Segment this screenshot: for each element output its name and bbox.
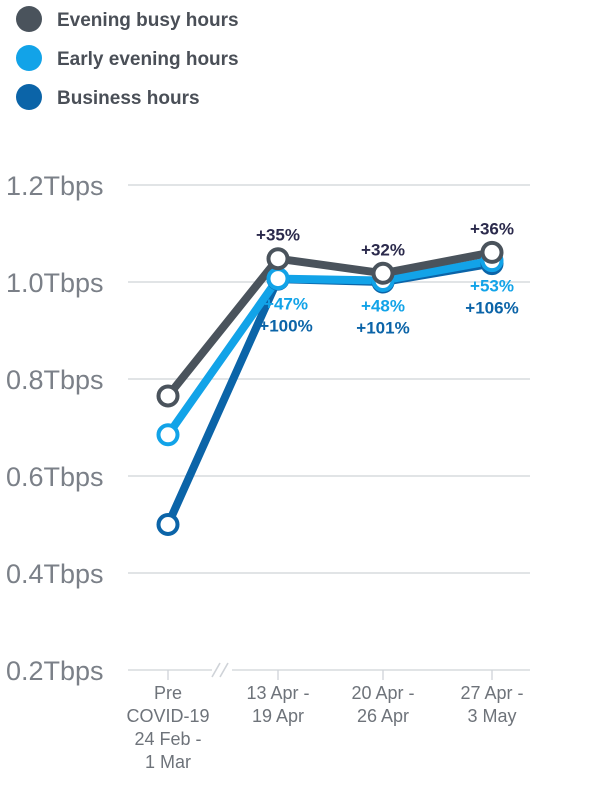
legend-swatch-early-evening-hours — [16, 45, 42, 71]
axis-break-gap — [212, 661, 232, 679]
y-tick-label: 1.0Tbps — [6, 268, 104, 298]
x-tick-label-line: COVID-19 — [126, 706, 209, 726]
point-early-evening-hours — [266, 267, 290, 291]
y-tick-label: 1.2Tbps — [6, 171, 104, 201]
x-tick-label-line: 19 Apr — [252, 706, 304, 726]
x-axis: Pre COVID-19 24 Feb - 1 Mar 13 Apr - 19 Apr 20… — [126, 661, 524, 772]
data-label-early-evening-hours: +48% — [361, 297, 405, 316]
data-label-evening-busy-hours: +36% — [470, 219, 514, 238]
series-line-early-evening-hours — [164, 256, 496, 439]
legend-label-business-hours: Business hours — [57, 88, 200, 109]
point-early-evening-hours — [156, 423, 180, 447]
data-label-early-evening-hours: +53% — [470, 277, 514, 296]
x-tick-label: Pre COVID-19 24 Feb - 1 Mar — [126, 683, 209, 772]
x-tick-label-line: 26 Apr — [357, 706, 409, 726]
data-label-evening-busy-hours: +35% — [256, 226, 300, 245]
y-axis: 0.2Tbps 0.4Tbps 0.6Tbps 0.8Tbps 1.0Tbps 1.2Tb… — [6, 171, 104, 686]
axis-break-mark — [219, 662, 229, 678]
x-tick-label-line: 27 Apr - — [460, 683, 523, 703]
y-tick-label: 0.4Tbps — [6, 559, 104, 589]
series-line-business-hours — [164, 259, 496, 529]
x-tick-label-line: 13 Apr - — [246, 683, 309, 703]
data-label-business-hours: +106% — [465, 299, 518, 318]
y-tick-label: 0.8Tbps — [6, 365, 104, 395]
legend-swatch-business-hours — [16, 84, 42, 110]
x-tick-label-line: 24 Feb - — [134, 729, 201, 749]
legend-swatch-evening-busy-hours — [16, 6, 42, 32]
legend-label-evening-busy-hours: Evening busy hours — [57, 10, 239, 31]
point-evening-busy-hours — [266, 247, 290, 271]
x-tick-label-line: 3 May — [467, 706, 516, 726]
data-label-business-hours: +101% — [356, 319, 409, 338]
x-tick-label: 20 Apr - 26 Apr — [351, 683, 414, 726]
y-tick-label: 0.2Tbps — [6, 656, 104, 686]
markers-group — [156, 240, 504, 536]
point-evening-busy-hours — [480, 240, 504, 264]
x-tick-label-line: 20 Apr - — [351, 683, 414, 703]
point-evening-busy-hours — [371, 261, 395, 285]
y-tick-label: 0.6Tbps — [6, 462, 104, 492]
legend-label-early-evening-hours: Early evening hours — [57, 49, 239, 70]
point-business-hours — [156, 513, 180, 536]
data-label-business-hours: +100% — [259, 317, 312, 336]
data-labels: +35% +32% +36% +47% +48% +53% +100% +101% +106% — [256, 219, 519, 337]
x-tick-label-line: Pre — [154, 683, 182, 703]
axis-break-mark — [211, 662, 221, 678]
x-tick-label-line: 1 Mar — [145, 752, 191, 772]
data-label-evening-busy-hours: +32% — [361, 240, 405, 259]
x-tick-label: 13 Apr - 19 Apr — [246, 683, 309, 726]
legend: Evening busy hours Early evening hours Bus… — [16, 6, 239, 110]
point-evening-busy-hours — [156, 384, 180, 408]
series-line-evening-busy-hours — [164, 248, 496, 400]
x-tick-label: 27 Apr - 3 May — [460, 683, 523, 726]
data-label-early-evening-hours: +47% — [264, 295, 308, 314]
series-group — [164, 248, 496, 529]
